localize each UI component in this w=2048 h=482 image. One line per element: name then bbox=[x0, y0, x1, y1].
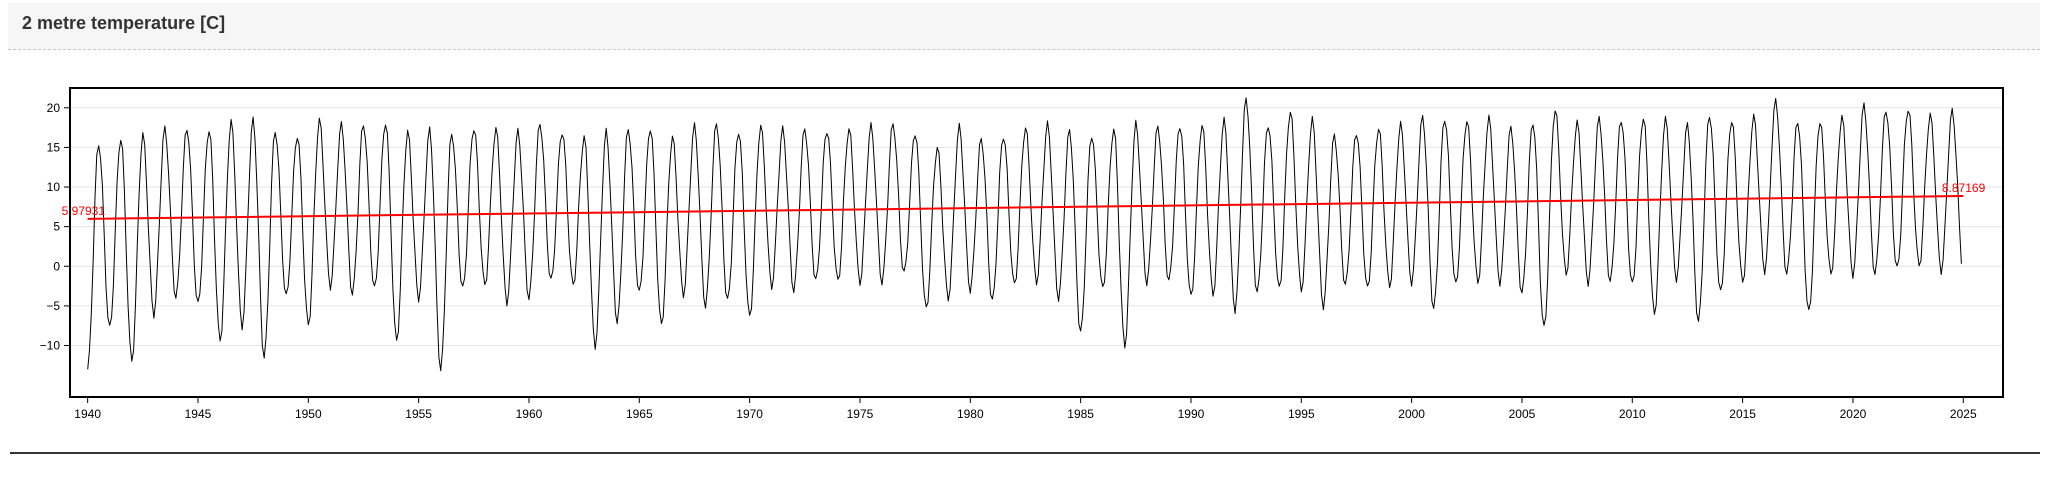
x-tick-label: 1970 bbox=[736, 407, 763, 420]
x-tick-label: 2005 bbox=[1509, 407, 1536, 420]
chart-container: −10 −5 0 5 10 15 20 1940 1945 1950 1955 1960 1965 197… bbox=[0, 50, 2048, 421]
x-tick-label: 1945 bbox=[185, 407, 212, 420]
y-tick-label: 0 bbox=[53, 259, 60, 273]
x-tick-label: 2010 bbox=[1619, 407, 1646, 420]
x-tick-label: 2020 bbox=[1840, 407, 1867, 420]
x-tick-label: 2000 bbox=[1398, 407, 1425, 420]
chart-header: 2 metre temperature [C] bbox=[8, 3, 2040, 50]
temperature-series-line bbox=[87, 97, 1962, 372]
y-tick-label: 15 bbox=[47, 140, 61, 154]
trend-line bbox=[87, 194, 1964, 220]
x-tick-label: 2015 bbox=[1729, 407, 1756, 420]
plot-frame bbox=[69, 87, 2004, 398]
x-tick-label: 1975 bbox=[847, 407, 874, 420]
x-tick-label: 1995 bbox=[1288, 407, 1315, 420]
y-tick-label: −5 bbox=[46, 299, 60, 313]
trend-start-label: 5.97931 bbox=[62, 204, 106, 218]
x-tick-label: 1950 bbox=[295, 407, 322, 420]
x-tick-label: 2025 bbox=[1950, 407, 1977, 420]
x-tick-label: 1940 bbox=[74, 407, 101, 420]
y-tick-label: 5 bbox=[53, 220, 60, 234]
y-tick-label: −10 bbox=[40, 339, 61, 353]
temperature-chart: −10 −5 0 5 10 15 20 1940 1945 1950 1955 1960 1965 197… bbox=[40, 87, 2004, 421]
x-tick-label: 1955 bbox=[405, 407, 432, 420]
y-tick-label: 10 bbox=[47, 180, 61, 194]
bottom-divider bbox=[10, 452, 2040, 454]
x-tick-label: 1965 bbox=[626, 407, 653, 420]
chart-title: 2 metre temperature [C] bbox=[22, 13, 226, 33]
y-tick-label: 20 bbox=[47, 101, 61, 115]
x-tick-label: 1980 bbox=[957, 407, 984, 420]
trend-end-label: 8.87169 bbox=[1942, 181, 1986, 195]
x-tick-label: 1990 bbox=[1178, 407, 1205, 420]
x-tick-label: 1960 bbox=[516, 407, 543, 420]
x-tick-label: 1985 bbox=[1067, 407, 1094, 420]
